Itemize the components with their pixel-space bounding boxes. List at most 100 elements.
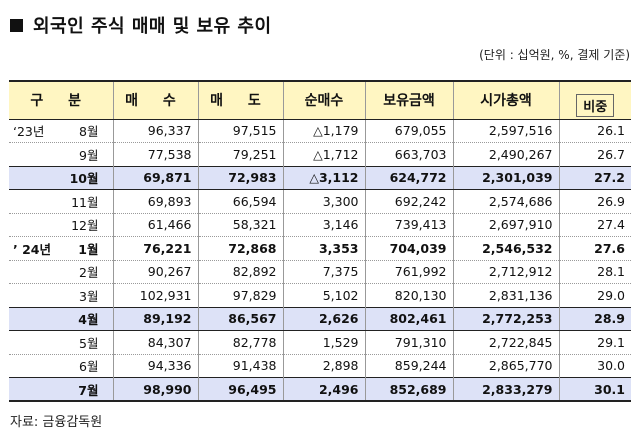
cell-net: 7,375 [282,260,365,284]
cell-holdings: 791,310 [364,330,453,355]
cell-ratio: 27.6 [558,236,631,261]
cell-sell: 58,321 [197,213,283,237]
cell-buy: 96,337 [112,119,198,143]
cell-market-cap: 2,831,136 [452,283,559,308]
cell-sell: 97,829 [197,283,283,308]
cell-market-cap: 2,722,845 [452,330,559,355]
cell-net: 1,529 [282,330,365,355]
cell-ratio: 30.0 [558,354,631,378]
cell-period: 7월 [9,377,113,402]
cell-net: 3,146 [282,213,365,237]
foreign-stock-table: 구 분 매 수 매 도 순매수 보유금액 시가총액 비중 ‘23년 8월 96,33… [9,80,631,402]
cell-buy: 90,267 [112,260,198,284]
cell-net: △3,112 [282,165,365,190]
table-row: 12월 61,466 58,321 3,146 739,413 2,697,910 27.4 [9,213,631,237]
cell-sell: 66,594 [197,189,283,214]
cell-buy: 94,336 [112,354,198,378]
cell-month: 11월 [71,194,99,210]
table-row: 11월 69,893 66,594 3,300 692,242 2,574,686 26.9 [9,189,631,214]
cell-sell: 97,515 [197,119,283,143]
cell-net: △1,179 [282,119,365,143]
header-market-cap: 시가총액 [452,80,559,120]
cell-market-cap: 2,301,039 [452,165,559,190]
cell-period: ’ 24년 1월 [9,236,113,261]
cell-month: 7월 [78,382,99,398]
cell-year: ’ 24년 [13,241,51,257]
square-bullet-icon [10,18,23,32]
cell-period: 4월 [9,306,113,331]
cell-period: 12월 [9,213,113,237]
table-row: 4월 89,192 86,567 2,626 802,461 2,772,253 28.9 [9,306,631,331]
cell-ratio: 26.7 [558,142,631,167]
cell-market-cap: 2,546,532 [452,236,559,261]
cell-ratio: 27.4 [558,213,631,237]
cell-sell: 72,868 [197,236,283,261]
table-row: 7월 98,990 96,495 2,496 852,689 2,833,279 30.1 [9,377,631,402]
cell-market-cap: 2,597,516 [452,119,559,143]
cell-sell: 82,778 [197,330,283,355]
cell-market-cap: 2,833,279 [452,377,559,402]
header-sell: 매 도 [197,80,283,120]
table-row: ’ 24년 1월 76,221 72,868 3,353 704,039 2,546,532… [9,236,631,261]
cell-holdings: 859,244 [364,354,453,378]
table-row: ‘23년 8월 96,337 97,515 △1,179 679,055 2,597,516… [9,119,631,143]
cell-buy: 77,538 [112,142,198,167]
cell-ratio: 29.0 [558,283,631,308]
cell-month: 5월 [79,335,99,351]
cell-market-cap: 2,574,686 [452,189,559,214]
table-body: ‘23년 8월 96,337 97,515 △1,179 679,055 2,597,516… [9,119,631,402]
cell-period: ‘23년 8월 [9,119,113,143]
cell-net: 5,102 [282,283,365,308]
cell-market-cap: 2,712,912 [452,260,559,284]
header-buy: 매 수 [112,80,198,120]
header-net: 순매수 [282,80,365,120]
cell-month: 3월 [79,288,99,304]
cell-buy: 61,466 [112,213,198,237]
cell-ratio: 26.1 [558,119,631,143]
cell-sell: 96,495 [197,377,283,402]
cell-period: 6월 [9,354,113,378]
header-ratio: 비중 [558,80,631,120]
cell-market-cap: 2,490,267 [452,142,559,167]
table-row: 5월 84,307 82,778 1,529 791,310 2,722,845 29.1 [9,330,631,355]
cell-month: 8월 [79,124,99,140]
cell-ratio: 29.1 [558,330,631,355]
source-note: 자료: 금융감독원 [10,415,103,430]
cell-net: △1,712 [282,142,365,167]
cell-buy: 102,931 [112,283,198,308]
cell-buy: 76,221 [112,236,198,261]
cell-ratio: 27.2 [558,165,631,190]
header-holdings: 보유금액 [364,80,453,120]
cell-sell: 91,438 [197,354,283,378]
cell-market-cap: 2,865,770 [452,354,559,378]
cell-month: 12월 [71,218,99,234]
page-title: 외국인 주식 매매 및 보유 추이 [10,8,272,42]
cell-sell: 82,892 [197,260,283,284]
cell-net: 3,353 [282,236,365,261]
cell-period: 3월 [9,283,113,308]
cell-sell: 72,983 [197,165,283,190]
cell-holdings: 692,242 [364,189,453,214]
cell-market-cap: 2,772,253 [452,306,559,331]
cell-month: 9월 [79,147,99,163]
cell-month: 10월 [69,171,99,187]
cell-net: 2,496 [282,377,365,402]
cell-holdings: 820,130 [364,283,453,308]
cell-year: ‘23년 [13,124,45,140]
cell-sell: 86,567 [197,306,283,331]
cell-buy: 89,192 [112,306,198,331]
cell-ratio: 30.1 [558,377,631,402]
cell-month: 2월 [79,265,99,281]
cell-buy: 98,990 [112,377,198,402]
cell-holdings: 679,055 [364,119,453,143]
cell-holdings: 624,772 [364,165,453,190]
cell-period: 9월 [9,142,113,167]
cell-buy: 69,893 [112,189,198,214]
cell-holdings: 663,703 [364,142,453,167]
cell-period: 11월 [9,189,113,214]
table-row: 3월 102,931 97,829 5,102 820,130 2,831,136 29.0 [9,283,631,308]
cell-holdings: 852,689 [364,377,453,402]
cell-holdings: 704,039 [364,236,453,261]
cell-holdings: 802,461 [364,306,453,331]
cell-holdings: 761,992 [364,260,453,284]
